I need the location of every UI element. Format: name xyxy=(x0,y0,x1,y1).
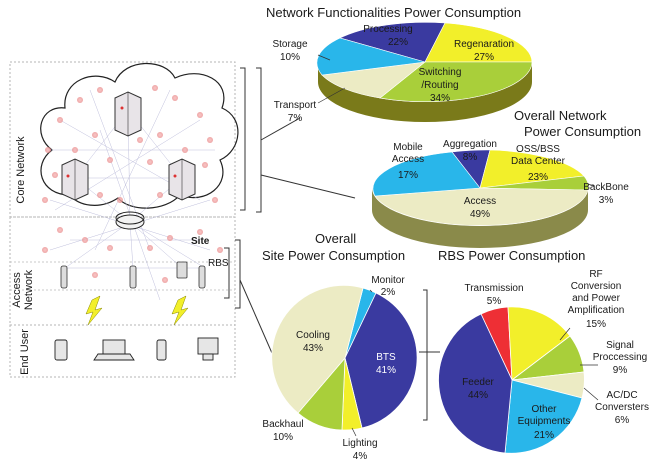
pie1-label-switching-2: /Routing xyxy=(421,80,458,91)
pie1-value-switching: 34% xyxy=(430,93,450,104)
pie4-label-acdc-1: AC/DC xyxy=(606,390,637,401)
pie4-value-feeder: 44% xyxy=(468,390,488,401)
pie2-value-backbone: 3% xyxy=(599,195,614,206)
pie2-slice-oss-bss xyxy=(479,149,585,189)
end-user-label: End User xyxy=(19,329,31,375)
pie3-value-cooling: 43% xyxy=(303,343,323,354)
pie3-label-bts: BTS xyxy=(376,352,396,363)
pie2-label-oss-1: OSS/BSS xyxy=(516,144,560,155)
antenna-icons xyxy=(60,261,206,289)
pie1-slice-transport xyxy=(321,61,427,99)
pie1-value-processing: 22% xyxy=(388,37,408,48)
cloud-shape xyxy=(40,62,239,209)
pie3-label-monitor: Monitor xyxy=(371,275,405,286)
pie4-value-signal: 9% xyxy=(613,365,628,376)
core-server-top xyxy=(114,91,142,137)
pie4-slice-other xyxy=(504,379,583,454)
pie1-value-regenaration: 27% xyxy=(474,52,494,63)
wireless-link-icons xyxy=(85,295,189,326)
pie3-label-cooling: Cooling xyxy=(296,330,330,341)
pie2-label-mobile-2: Access xyxy=(392,154,424,165)
pie4-label-acdc-2: Conversters xyxy=(595,402,649,413)
pie4-label-signal-1: Signal xyxy=(606,340,634,351)
pie-overall-site: Monitor 2% BTS 41% Cooling 43% Backhaul … xyxy=(262,275,418,462)
pie4-value-other: 21% xyxy=(534,430,554,441)
pie1-value-transport: 7% xyxy=(288,113,303,124)
access-network-label-2: Network xyxy=(23,269,35,310)
pie1-label-regenaration: Regenaration xyxy=(454,39,514,50)
pie4-label-other-2: Equipments xyxy=(518,416,571,427)
title-overall-site-1: Overall xyxy=(315,231,356,246)
pie4-value-acdc: 6% xyxy=(615,415,630,426)
pie4-value-rf: 15% xyxy=(586,319,606,330)
title-network-functionalities: Network Functionalities Power Consumptio… xyxy=(266,5,521,20)
pie3-label-backhaul: Backhaul xyxy=(262,419,303,430)
pie4-label-signal-2: Proccessing xyxy=(593,352,647,363)
pie1-slice-processing xyxy=(339,22,446,63)
pie2-label-aggregation: Aggregation xyxy=(443,139,497,150)
pie2-label-mobile-1: Mobile xyxy=(393,142,423,153)
end-user-devices xyxy=(54,337,219,361)
pie2-value-access: 49% xyxy=(470,209,490,220)
pie2-value-mobile: 17% xyxy=(398,170,418,181)
access-network-label: Access xyxy=(11,272,23,308)
site-label: Site xyxy=(191,236,210,247)
title-overall-network-2: Power Consumption xyxy=(524,124,641,139)
pie2-label-oss-2: Data Center xyxy=(511,156,566,167)
pie4-slice-feeder xyxy=(438,313,513,454)
pie1-label-transport: Transport xyxy=(274,100,317,111)
pie3-label-lighting: Lighting xyxy=(342,438,377,449)
pie2-value-aggregation: 8% xyxy=(463,152,478,163)
pie2-label-backbone: BackBone xyxy=(583,182,629,193)
pie3-value-lighting: 4% xyxy=(353,451,368,462)
pie1-label-switching-1: Switching xyxy=(419,67,462,78)
title-overall-network-1: Overall Network xyxy=(514,108,607,123)
pie2-side xyxy=(372,188,588,248)
router-icon xyxy=(115,211,145,230)
tier-brackets xyxy=(224,67,440,421)
pie-rbs: Transmission 5% RF Conversion and Power … xyxy=(438,269,649,454)
pie2-label-access: Access xyxy=(464,196,496,207)
pie1-label-processing: Processing xyxy=(363,24,412,35)
pie4-label-rf-3: and Power xyxy=(572,293,620,304)
pie1-value-storage: 10% xyxy=(280,52,300,63)
pie4-label-feeder: Feeder xyxy=(462,377,494,388)
pie4-value-transmission: 5% xyxy=(487,296,502,307)
pie3-value-backhaul: 10% xyxy=(273,432,293,443)
rbs-label: RBS xyxy=(208,258,229,269)
core-server-left xyxy=(61,158,89,201)
end-user-box xyxy=(9,324,236,378)
pie1-side xyxy=(318,62,532,122)
pie3-value-monitor: 2% xyxy=(381,287,396,298)
network-panel: Core Network Access Network End User xyxy=(9,61,239,378)
pie2-slice-access xyxy=(374,187,589,226)
core-network-label: Core Network xyxy=(15,136,27,204)
pie4-label-rf-1: RF xyxy=(589,269,602,280)
network-nodes xyxy=(42,85,223,283)
pie3-slice-bts xyxy=(344,292,418,429)
pie4-label-rf-2: Conversion xyxy=(571,281,622,292)
pie4-label-rf-4: Amplification xyxy=(568,305,625,316)
core-server-right xyxy=(168,158,196,201)
pie4-label-other-1: Other xyxy=(531,404,557,415)
pie3-slice-cooling xyxy=(271,284,364,414)
pie3-value-bts: 41% xyxy=(376,365,396,376)
pie4-label-transmission: Transmission xyxy=(464,283,523,294)
pie1-slice-switching xyxy=(379,61,533,102)
pie1-slice-regenaration xyxy=(424,22,533,63)
pie-overall-network: Aggregation 8% OSS/BSS Data Center 23% B… xyxy=(372,139,629,248)
pie1-label-storage: Storage xyxy=(272,39,307,50)
pie-network-functionalities: Processing 22% Regenaration 27% Switchin… xyxy=(272,22,533,124)
pie2-slice-mobile-access xyxy=(372,151,481,197)
title-overall-site-2: Site Power Consumption xyxy=(262,248,405,263)
title-rbs: RBS Power Consumption xyxy=(438,248,585,263)
pie4-slice-rf xyxy=(507,306,571,381)
pie2-value-oss: 23% xyxy=(528,172,548,183)
